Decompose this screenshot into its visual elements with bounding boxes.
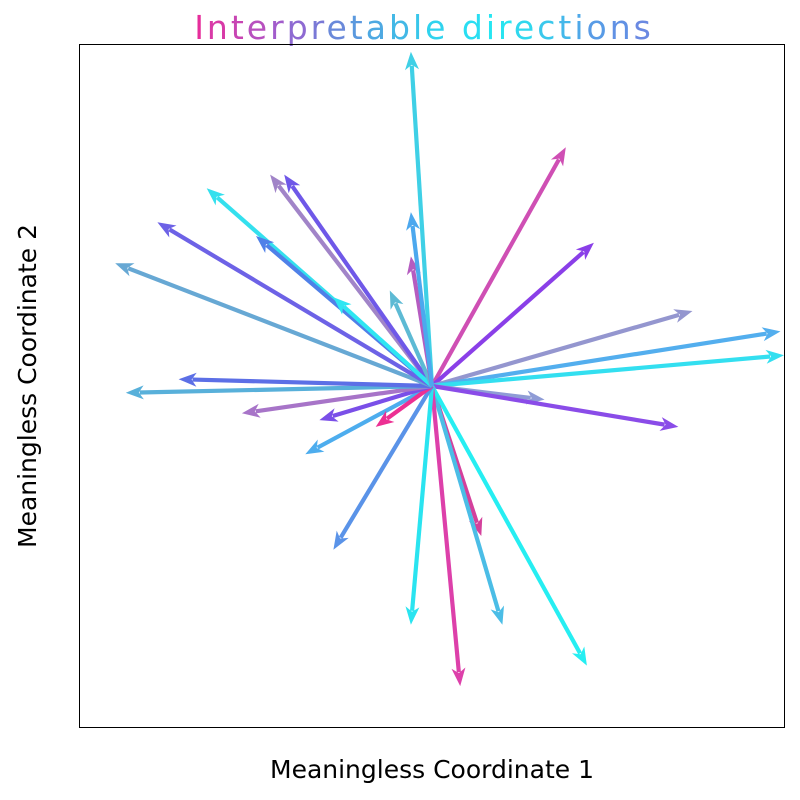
- vector-arrowhead: [305, 439, 325, 455]
- vector-arrow: [178, 372, 433, 389]
- vector-arrowhead: [284, 174, 301, 194]
- vector-arrowhead: [115, 263, 135, 277]
- vector-shaft: [430, 384, 582, 655]
- vector-shaft: [431, 312, 680, 389]
- vector-shaft: [139, 383, 433, 395]
- vector-arrowhead: [575, 242, 594, 260]
- vector-arrowhead: [761, 327, 781, 342]
- vector-arrow: [305, 384, 433, 455]
- vector-arrowhead: [333, 297, 352, 315]
- vector-shaft: [429, 385, 501, 612]
- vector-arrow: [319, 383, 433, 422]
- vector-shaft: [127, 266, 433, 388]
- vector-arrow: [429, 385, 504, 625]
- vector-arrow: [333, 384, 434, 550]
- vector-arrow: [431, 327, 781, 389]
- vector-arrowhead: [406, 212, 420, 231]
- vector-arrowhead: [178, 372, 197, 387]
- vector-arrow: [241, 383, 433, 418]
- vector-arrowhead: [206, 188, 225, 206]
- vector-shaft: [338, 384, 434, 539]
- vector-shaft: [342, 305, 434, 388]
- vector-arrow: [430, 242, 594, 388]
- vector-arrow: [406, 212, 435, 387]
- vector-arrowhead: [673, 309, 693, 323]
- vector-layer: [115, 51, 784, 687]
- vector-shaft: [430, 250, 585, 388]
- vector-arrowhead: [659, 417, 679, 431]
- vector-shaft: [429, 385, 461, 673]
- vector-arrow: [405, 385, 435, 625]
- vector-arrow: [431, 383, 679, 431]
- vector-arrowhead: [375, 410, 395, 427]
- vector-arrow: [430, 384, 587, 666]
- vector-arrowhead: [451, 667, 466, 687]
- vector-arrowhead: [469, 516, 483, 536]
- x-axis-label: Meaningless Coordinate 1: [270, 755, 594, 784]
- vector-arrowhead: [572, 646, 587, 666]
- chart-title: Interpretable directions: [194, 8, 654, 47]
- vector-arrow: [405, 51, 435, 387]
- vector-shaft: [168, 227, 434, 388]
- vector-shaft: [410, 385, 435, 611]
- vector-shaft: [393, 302, 434, 387]
- vector-arrow: [431, 309, 693, 389]
- vector-arrow: [157, 222, 434, 388]
- vector-arrowhead: [405, 606, 420, 625]
- vector-arrow: [125, 383, 433, 400]
- vector-arrow: [430, 147, 566, 388]
- vector-arrowhead: [490, 605, 504, 625]
- vector-shaft: [409, 65, 435, 387]
- vector-arrow: [431, 349, 784, 389]
- vector-arrowhead: [333, 530, 349, 550]
- vector-arrowhead: [125, 385, 144, 400]
- vector-arrow: [429, 385, 466, 687]
- vector-arrowhead: [256, 236, 275, 253]
- vector-shaft: [431, 354, 771, 389]
- vector-arrow: [333, 297, 434, 388]
- vector-arrowhead: [405, 51, 419, 71]
- vector-shaft: [431, 383, 665, 427]
- vector-arrow: [375, 384, 434, 427]
- vector-arrow: [389, 290, 434, 387]
- vector-arrowhead: [270, 174, 287, 194]
- vector-shaft: [192, 377, 433, 389]
- vector-shaft: [255, 383, 433, 414]
- vector-arrowhead: [319, 408, 339, 422]
- vector-shaft: [316, 384, 433, 450]
- plot-frame: [79, 44, 785, 728]
- vector-shaft: [410, 225, 435, 387]
- vector-shaft: [430, 158, 561, 388]
- vector-arrowhead: [157, 222, 177, 238]
- vector-arrow: [115, 263, 433, 388]
- vector-shaft: [431, 331, 767, 389]
- vector-arrowhead: [389, 290, 404, 310]
- vector-arrow: [284, 174, 434, 388]
- y-axis-label: Meaningless Coordinate 2: [13, 224, 42, 548]
- vector-arrowhead: [550, 147, 566, 167]
- vector-shaft: [332, 383, 433, 419]
- vector-arrowhead: [241, 403, 261, 418]
- vector-shaft: [385, 384, 434, 421]
- vector-shaft: [290, 184, 434, 388]
- vector-arrowhead: [765, 349, 784, 364]
